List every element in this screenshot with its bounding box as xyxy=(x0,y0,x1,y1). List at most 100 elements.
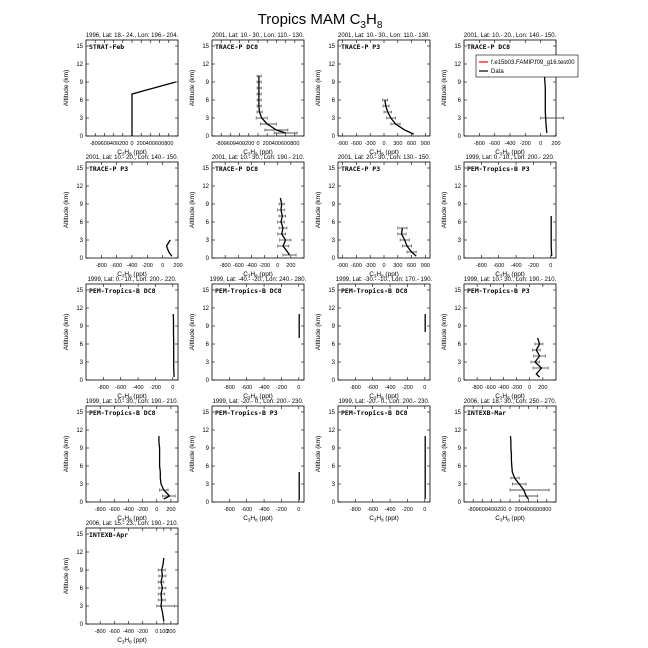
y-tick-label: 3 xyxy=(206,360,210,366)
panel: 2001, Lat: 10.- 30., Lon: 190.- 210. TRAC… xyxy=(189,155,305,279)
y-tick-label: 12 xyxy=(454,428,461,434)
x-tick-label: 0 xyxy=(130,141,133,147)
y-tick-label: 15 xyxy=(328,166,335,172)
x-tick-label: 200 xyxy=(137,141,146,147)
y-tick-label: 3 xyxy=(458,116,462,122)
panel-header: 1999, Lat: 0.- 10., Lon: 200.- 220. xyxy=(87,277,176,283)
x-tick-label: 600 xyxy=(155,141,164,147)
x-axis-label: C3H8 (ppt) xyxy=(243,271,273,279)
y-tick-label: 15 xyxy=(202,410,209,416)
y-tick-label: 12 xyxy=(202,62,209,68)
y-axis-label: Altitude (km) xyxy=(189,314,196,350)
y-tick-label: 0 xyxy=(332,378,336,384)
x-tick-label: 800 xyxy=(542,507,551,513)
x-tick-label: -600 xyxy=(109,629,120,635)
y-tick-label: 9 xyxy=(80,80,84,86)
panel-frame xyxy=(463,283,557,381)
panel-header: 2001, Lat: 10.- 30., Lon: 110.- 130. xyxy=(212,33,304,39)
y-tick-label: 0 xyxy=(80,622,84,628)
y-tick-label: 12 xyxy=(454,306,461,312)
panel-header: 1999, Lat: -20.- 0., Lon: 200.- 230. xyxy=(338,399,429,405)
x-tick-label: -800 xyxy=(96,263,107,269)
data-profile-line xyxy=(165,239,173,257)
panel-frame xyxy=(211,161,305,259)
y-axis-label: Altitude (km) xyxy=(315,436,322,472)
y-tick-label: 6 xyxy=(458,220,462,226)
y-tick-label: 12 xyxy=(328,428,335,434)
data-profile-line xyxy=(160,557,165,622)
panel: 2001, Lat: 10.- 20., Lon: 140.- 150. TRAC… xyxy=(441,33,579,157)
y-tick-label: 6 xyxy=(206,464,210,470)
x-tick-label: 0 xyxy=(256,141,259,147)
x-tick-label: -400 xyxy=(108,141,119,147)
campaign-label: PEM-Tropics-B DC8 xyxy=(341,287,408,295)
y-tick-label: 9 xyxy=(206,324,210,330)
y-axis-label: Altitude (km) xyxy=(63,192,70,228)
y-tick-label: 3 xyxy=(80,482,84,488)
x-tick-label: 200 xyxy=(286,263,295,269)
y-tick-label: 0 xyxy=(332,256,336,262)
panel-frame xyxy=(337,405,431,503)
panel-frame xyxy=(85,527,179,625)
campaign-label: INTEXB-Mar xyxy=(467,409,506,417)
y-tick-label: 0 xyxy=(80,500,84,506)
panel-header: 2006, Lat: 15.- 23., Lon: 190.- 210. xyxy=(86,521,179,527)
panel: 1999, Lat: 0.- 10., Lon: 200.- 220. PEM-T… xyxy=(441,155,557,279)
y-tick-label: 9 xyxy=(332,446,336,452)
panel: 1999, Lat: -20.- 0., Lon: 200.- 230. PEM-… xyxy=(189,399,305,523)
x-tick-label: -600 xyxy=(111,263,122,269)
x-tick-label: -300 xyxy=(365,141,376,147)
x-tick-label: 100 xyxy=(159,629,168,635)
x-tick-label: -400 xyxy=(126,263,137,269)
x-tick-label: -600 xyxy=(225,141,236,147)
x-tick-label: -600 xyxy=(351,141,362,147)
y-tick-label: 15 xyxy=(202,44,209,50)
y-tick-label: 3 xyxy=(206,116,210,122)
x-tick-label: -600 xyxy=(351,263,362,269)
y-tick-label: 15 xyxy=(454,288,461,294)
panel: 1999, Lat: 10.- 30., Lon: 190.- 210. PEM-… xyxy=(63,399,179,523)
x-axis-label: C3H8 (ppt) xyxy=(117,393,147,401)
y-tick-label: 9 xyxy=(332,80,336,86)
x-tick-label: -200 xyxy=(259,263,270,269)
panel-header: 2001, Lat: 20.- 30., Lon: 130.- 150. xyxy=(338,155,431,161)
y-tick-label: 9 xyxy=(458,446,462,452)
campaign-label: PEM-Tropics-B P3 xyxy=(467,287,530,295)
y-tick-label: 6 xyxy=(332,342,336,348)
campaign-label: STRAT-Feb xyxy=(89,43,124,51)
campaign-label: PEM-Tropics-B DC8 xyxy=(215,287,282,295)
x-tick-label: -600 xyxy=(109,507,120,513)
panel-frame xyxy=(85,283,179,381)
y-tick-label: 0 xyxy=(206,500,210,506)
y-tick-label: 12 xyxy=(328,62,335,68)
panel-header: 2001, Lat: 10.- 20., Lon: 140.- 150. xyxy=(464,33,557,39)
legend-box xyxy=(475,54,579,78)
x-axis-label: C3H8 (ppt) xyxy=(117,271,147,279)
y-tick-label: 9 xyxy=(80,202,84,208)
x-tick-label: -800 xyxy=(220,263,231,269)
x-tick-label: 0 xyxy=(161,263,164,269)
y-axis-label: Altitude (km) xyxy=(189,70,196,106)
y-tick-label: 0 xyxy=(332,500,336,506)
panel-header: 1999, Lat: 10.- 30., Lon: 190.- 210. xyxy=(464,277,557,283)
y-tick-label: 6 xyxy=(80,220,84,226)
panel: 1999, Lat: -30.- -10., Lon: 170.- 190. PE… xyxy=(315,277,433,401)
y-tick-label: 3 xyxy=(332,238,336,244)
y-tick-label: 15 xyxy=(76,532,83,538)
y-axis-label: Altitude (km) xyxy=(63,558,70,594)
panel-header: 1999, Lat: -30.- -10., Lon: 170.- 190. xyxy=(336,277,433,283)
panel: 2001, Lat: 20.- 30., Lon: 130.- 150. TRAC… xyxy=(315,155,431,279)
y-tick-label: 12 xyxy=(454,184,461,190)
y-tick-label: 15 xyxy=(76,288,83,294)
y-tick-label: 9 xyxy=(80,446,84,452)
campaign-label: PEM-Tropics-B DC8 xyxy=(341,409,408,417)
y-tick-label: 3 xyxy=(458,482,462,488)
x-tick-label: -600 xyxy=(485,385,496,391)
x-tick-label: 200 xyxy=(263,141,272,147)
y-tick-label: 6 xyxy=(332,98,336,104)
data-profile-line xyxy=(131,81,176,136)
x-axis-label: C3H8 (ppt) xyxy=(495,515,525,523)
x-tick-label: 200 xyxy=(551,141,560,147)
data-profile-line xyxy=(172,313,175,378)
